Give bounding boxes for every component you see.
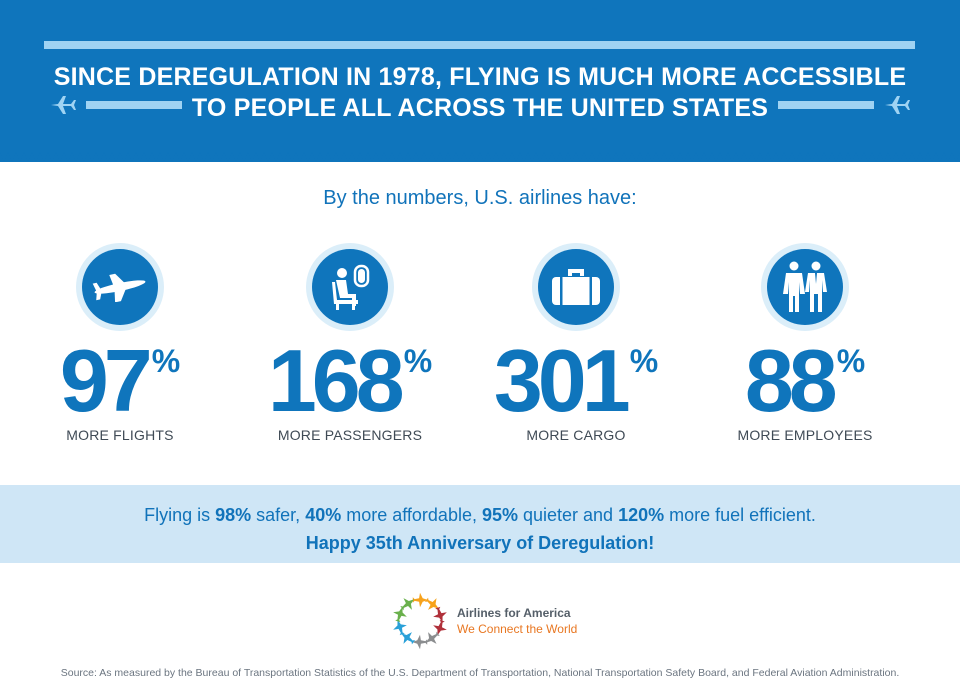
summary-text: more fuel efficient. [664,505,816,525]
source-note: Source: As measured by the Bureau of Tra… [60,667,900,679]
summary-highlight: 40% [305,505,342,525]
logo-plane-mark [425,631,440,644]
logo-plane-mark [393,619,407,636]
stat-label: MORE EMPLOYEES [737,427,873,443]
stat-unit: % [629,343,659,379]
anniversary-text: Happy 35th Anniversary of Deregulation! [305,533,655,553]
logo-plane-mark [401,632,416,645]
stat-label: MORE PASSENGERS [277,427,423,443]
stat-employees: 88% MORE EMPLOYEES [705,243,905,453]
icon-ring [761,243,849,331]
summary-highlight: 120% [618,505,665,525]
suitcase-icon [538,249,614,325]
summary-highlight: 98% [215,505,252,525]
stat-unit: % [836,343,866,379]
logo-plane-mark [393,606,407,623]
airplane-icon [885,96,910,114]
stat-unit: % [403,343,433,379]
stat-value: 88 [744,331,838,430]
intro-text: By the numbers, U.S. airlines have: [323,187,637,209]
summary-line-1: Flying is 98% safer, 40% more affordable… [0,505,960,526]
logo-plane-mark [411,634,428,650]
header-rule-top [44,41,915,49]
logo-plane-mark [400,598,415,611]
stat-cargo: 301% MORE CARGO [476,243,676,453]
airplane-icon [51,96,76,114]
headline-line-2: TO PEOPLE ALL ACROSS THE UNITED STATES [191,94,769,122]
airlines-for-america-logo [393,592,447,650]
header-rule-right [778,101,874,109]
stat-passengers: 168% MORE PASSENGERS [250,243,450,453]
header-banner [0,0,960,162]
headline-line-1: SINCE DEREGULATION IN 1978, FLYING IS MU… [53,63,907,91]
header-zigzag-edge [0,152,960,162]
header-rule-left [86,101,182,109]
stat-value: 168 [267,331,405,430]
employees-icon [767,249,843,325]
icon-ring [76,243,164,331]
summary-text: Flying is [144,505,216,525]
stat-label: MORE CARGO [526,427,626,443]
icon-ring [306,243,394,331]
summary-text: quieter and [518,505,619,525]
logo-plane-mark [424,597,439,610]
airplane-icon [82,249,158,325]
icon-ring [532,243,620,331]
stat-label: MORE FLIGHTS [66,427,174,443]
stat-flights: 97% MORE FLIGHTS [20,243,220,453]
logo-plane-mark [433,606,447,623]
summary-text: safer, [251,505,306,525]
summary-text: more affordable, [341,505,482,525]
summary-highlight: 95% [481,505,518,525]
summary-band [0,485,960,563]
logo-plane-mark [412,592,429,608]
stat-value: 301 [493,331,631,430]
logo-plane-mark [433,619,447,636]
logo-tagline: We Connect the World [457,622,578,636]
seated-passenger-icon [312,249,388,325]
stat-value: 97 [59,331,153,430]
stat-unit: % [151,343,181,379]
logo-name: Airlines for America [457,606,571,620]
